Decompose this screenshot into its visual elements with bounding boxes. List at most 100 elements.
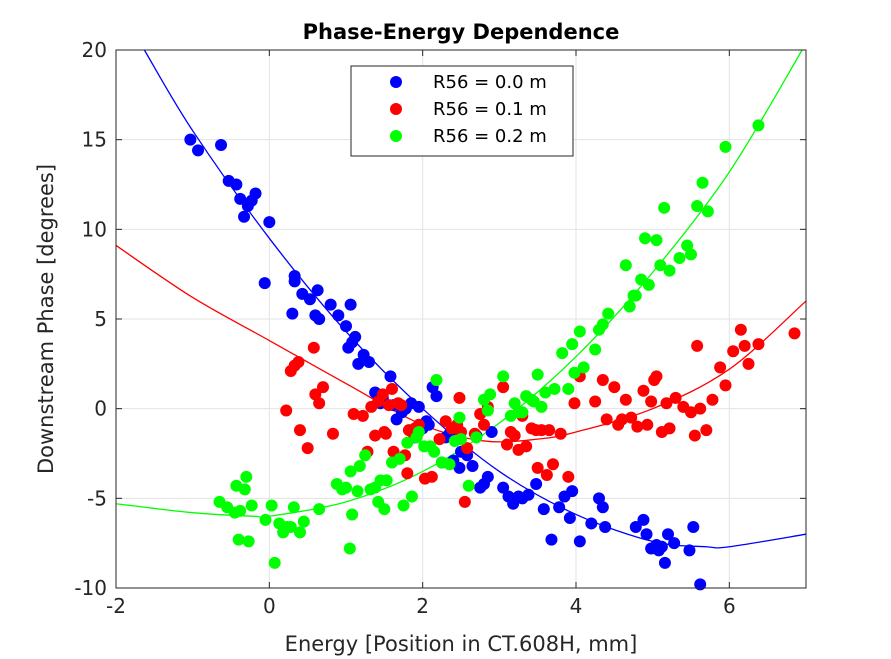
data-point-series-1	[313, 397, 326, 410]
data-point-series-2	[566, 338, 579, 351]
data-point-series-2	[685, 248, 697, 261]
data-point-series-1	[685, 406, 697, 419]
data-point-series-0	[629, 521, 642, 534]
data-point-series-2	[259, 513, 272, 526]
data-point-series-2	[568, 366, 581, 379]
data-point-series-0	[340, 320, 352, 333]
data-point-series-2	[629, 289, 642, 302]
data-point-series-2	[691, 200, 704, 213]
data-point-series-2	[573, 325, 586, 338]
data-point-series-2	[481, 404, 494, 417]
data-point-series-2	[428, 445, 441, 458]
data-point-series-2	[359, 449, 372, 462]
data-point-series-2	[619, 259, 632, 272]
data-point-series-1	[719, 379, 732, 392]
data-point-series-1	[301, 442, 314, 455]
data-point-series-0	[662, 528, 674, 541]
legend-box	[350, 65, 574, 157]
data-point-series-2	[346, 508, 359, 521]
legend-entry-label: R56 = 0.0 m	[433, 72, 547, 93]
data-point-series-1	[600, 413, 613, 426]
data-point-series-2	[658, 201, 671, 214]
data-point-series-2	[623, 300, 636, 313]
axis-ticks: -2 0 2 4 6 -10 -5 0 5 10 15 20	[74, 38, 806, 618]
x-tick-label: -2	[106, 594, 126, 618]
data-point-series-0	[683, 544, 696, 557]
data-point-series-2	[313, 503, 326, 516]
y-tick-label: -10	[74, 576, 107, 600]
data-point-series-0	[303, 293, 316, 306]
data-point-series-2	[681, 239, 694, 252]
data-point-series-2	[242, 535, 255, 548]
data-point-series-2	[297, 515, 310, 528]
x-tick-label: 0	[263, 594, 276, 618]
data-point-series-0	[485, 425, 498, 438]
data-point-series-2	[462, 479, 475, 492]
data-point-series-0	[596, 501, 609, 514]
fit-curve-series-1	[115, 244, 807, 443]
data-point-series-1	[547, 458, 559, 471]
data-point-series-1	[608, 381, 621, 394]
data-point-series-1	[520, 440, 533, 453]
x-tick-label: 4	[570, 594, 583, 618]
y-tick-label: 0	[94, 397, 107, 421]
data-point-series-2	[294, 526, 306, 539]
legend-marker	[390, 76, 402, 88]
data-point-series-2	[430, 373, 443, 386]
data-point-series-1	[631, 420, 644, 433]
data-point-series-0	[687, 521, 700, 534]
data-point-series-2	[443, 458, 456, 471]
data-point-series-2	[393, 452, 406, 465]
data-point-series-1	[292, 356, 305, 369]
data-point-series-1	[433, 433, 446, 446]
data-point-series-2	[397, 499, 410, 512]
data-point-series-1	[727, 345, 740, 358]
data-point-series-0	[563, 512, 576, 525]
data-point-series-0	[637, 513, 650, 526]
data-point-series-1	[650, 370, 663, 383]
data-point-series-2	[238, 483, 251, 496]
data-point-series-0	[263, 216, 276, 229]
data-point-series-1	[379, 427, 392, 440]
data-point-series-1	[637, 384, 650, 397]
data-point-series-1	[562, 470, 575, 483]
y-tick-label: -5	[87, 486, 107, 510]
data-point-series-2	[752, 119, 765, 132]
data-point-series-1	[568, 397, 581, 410]
data-point-series-1	[458, 495, 471, 508]
data-point-series-0	[324, 298, 337, 311]
data-point-series-1	[706, 393, 719, 406]
data-point-series-1	[660, 397, 673, 410]
data-point-series-2	[401, 436, 414, 449]
data-point-series-2	[596, 318, 609, 331]
data-point-series-1	[317, 381, 329, 394]
data-point-series-1	[589, 395, 602, 408]
data-point-series-0	[522, 488, 535, 501]
data-point-series-2	[284, 521, 297, 534]
fit-curve-series-0	[143, 49, 807, 549]
data-point-series-0	[593, 492, 605, 505]
data-point-series-2	[245, 499, 258, 512]
data-point-series-0	[238, 210, 251, 223]
data-point-series-0	[430, 390, 443, 403]
data-point-series-2	[232, 533, 245, 546]
data-point-series-1	[280, 404, 293, 417]
data-point-series-0	[585, 517, 598, 530]
data-point-series-0	[658, 556, 671, 569]
data-point-series-2	[240, 470, 253, 483]
data-point-series-2	[562, 382, 575, 395]
data-point-series-0	[566, 485, 579, 498]
data-point-series-1	[478, 418, 490, 431]
data-point-series-1	[508, 429, 521, 442]
data-point-series-0	[349, 330, 362, 343]
data-point-series-1	[497, 381, 510, 394]
data-point-series-1	[788, 327, 801, 340]
data-point-series-1	[714, 361, 727, 374]
data-point-series-2	[353, 460, 366, 473]
data-point-series-1	[347, 408, 360, 421]
data-point-series-0	[537, 503, 550, 516]
data-point-series-2	[412, 425, 425, 438]
data-point-series-2	[639, 232, 651, 245]
